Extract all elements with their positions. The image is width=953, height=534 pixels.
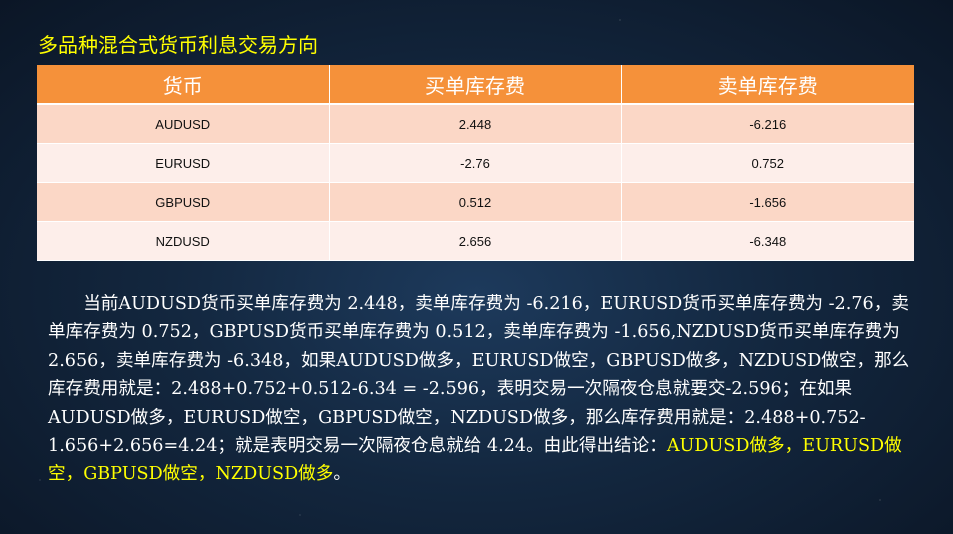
header-buy-swap: 买单库存费 [329,65,622,105]
table-row: EURUSD -2.76 0.752 [37,143,914,183]
explanation-paragraph: 当前AUDUSD货币买单库存费为 2.448，卖单库存费为 -6.216，EUR… [48,290,918,489]
cell-buy-swap: 2.656 [329,221,622,261]
cell-sell-swap: -6.216 [621,104,914,144]
cell-sell-swap: -1.656 [621,182,914,222]
cell-currency: AUDUSD [37,104,330,144]
explanation-text: 当前AUDUSD货币买单库存费为 2.448，卖单库存费为 -6.216，EUR… [48,294,910,457]
cell-buy-swap: 0.512 [329,182,622,222]
slide-title: 多品种混合式货币利息交易方向 [38,33,318,57]
swap-fee-table: 货币 买单库存费 卖单库存费 AUDUSD 2.448 -6.216 EURUS… [37,65,914,261]
explanation-end: 。 [333,464,351,485]
table-header-row: 货币 买单库存费 卖单库存费 [37,65,914,105]
cell-currency: EURUSD [37,143,330,183]
header-currency: 货币 [37,65,330,105]
conclusion-highlight: AUDUSD做多，EURUSD做空，GBPUSD做空，NZDUSD做多 [48,436,902,485]
cell-sell-swap: 0.752 [621,143,914,183]
header-sell-swap: 卖单库存费 [621,65,914,105]
table-row: AUDUSD 2.448 -6.216 [37,104,914,144]
cell-currency: NZDUSD [37,221,330,261]
cell-buy-swap: 2.448 [329,104,622,144]
table-row: NZDUSD 2.656 -6.348 [37,221,914,261]
cell-buy-swap: -2.76 [329,143,622,183]
table-row: GBPUSD 0.512 -1.656 [37,182,914,222]
cell-sell-swap: -6.348 [621,221,914,261]
cell-currency: GBPUSD [37,182,330,222]
